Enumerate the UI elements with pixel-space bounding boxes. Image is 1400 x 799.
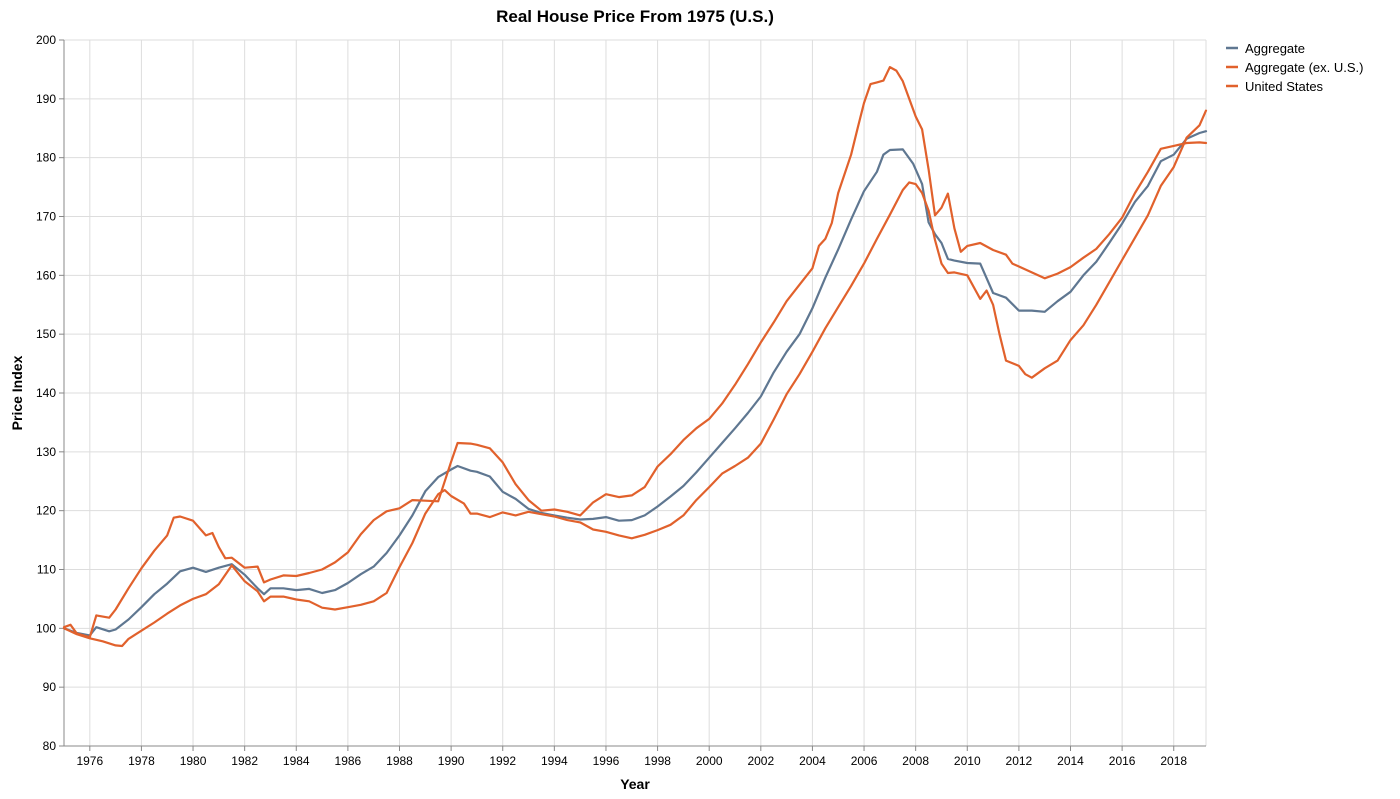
x-tick-label: 1988 [386,754,413,768]
series-line-1 [62,130,1208,637]
x-tick-label: 2010 [954,754,981,768]
series-layer [62,66,1208,648]
y-tick-label: 90 [43,680,57,694]
y-tick-label: 110 [37,563,56,577]
x-tick-label: 1994 [541,754,568,768]
y-tick-label: 150 [36,327,56,341]
y-tick-label: 100 [36,621,56,635]
x-tick-label: 2016 [1109,754,1136,768]
x-tick-label: 2006 [851,754,878,768]
x-axis-title: Year [620,776,650,792]
x-tick-label: 2008 [902,754,929,768]
y-tick-label: 180 [36,151,56,165]
x-tick-label: 1982 [231,754,258,768]
y-tick-label: 120 [36,504,56,518]
x-tick-label: 2000 [696,754,723,768]
y-tick-label: 130 [36,445,56,459]
x-tick-label: 1976 [76,754,103,768]
y-axis-title: Price Index [9,355,25,430]
x-tick-label: 1998 [644,754,671,768]
y-tick-label: 190 [36,92,56,106]
x-tick-label: 1990 [438,754,465,768]
x-tick-label: 2004 [799,754,826,768]
y-tick-label: 170 [36,210,56,224]
x-tick-label: 2002 [747,754,774,768]
legend: Aggregate Aggregate (ex. U.S.) United Stat… [1226,41,1364,94]
y-tick-label: 200 [36,33,56,47]
x-tick-label: 2018 [1160,754,1187,768]
legend-label: Aggregate [1245,41,1305,56]
y-axis-ticks: 80 90 100 110 120 130 140 150 160 170 180 190 200 [36,33,64,753]
y-tick-label: 80 [43,739,57,753]
x-tick-label: 2014 [1057,754,1084,768]
x-tick-label: 1980 [180,754,207,768]
x-axis-ticks: 1976 1978 1980 1982 1984 1986 1988 1990 1992 1994… [76,746,1187,768]
legend-label: Aggregate (ex. U.S.) [1245,60,1364,75]
x-tick-label: 1978 [128,754,155,768]
x-tick-label: 1992 [489,754,516,768]
series-line-2 [62,66,1208,639]
series-line-3 [62,109,1208,648]
x-tick-label: 1996 [593,754,620,768]
x-tick-label: 1984 [283,754,310,768]
x-tick-label: 2012 [1006,754,1033,768]
y-gridlines [64,39,1206,747]
y-tick-label: 140 [36,386,56,400]
x-tick-label: 1986 [335,754,362,768]
legend-label: United States [1245,79,1324,94]
y-tick-label: 160 [36,268,56,282]
chart-title: Real House Price From 1975 (U.S.) [496,7,774,26]
